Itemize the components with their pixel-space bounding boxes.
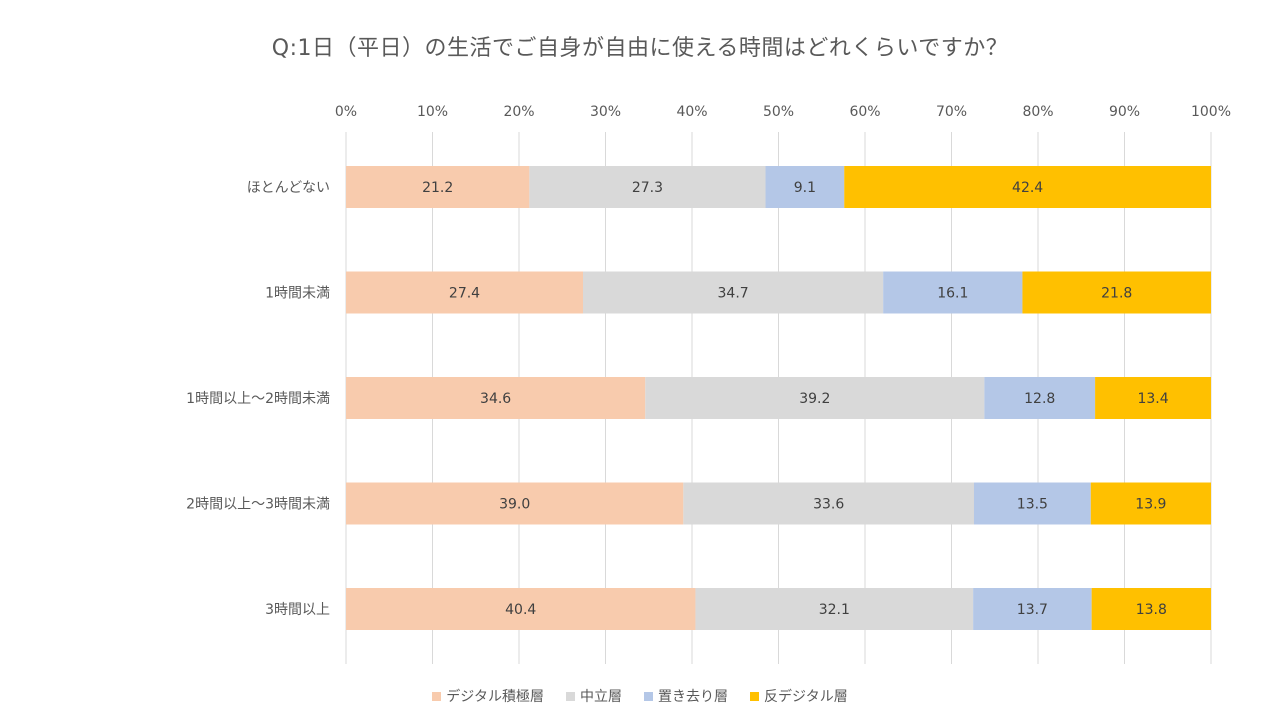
category-label: 2時間以上～3時間未満 xyxy=(186,497,330,513)
legend-label: 中立層 xyxy=(580,689,622,705)
chart-legend: デジタル積極層 中立層 置き去り層 反デジタル層 xyxy=(0,686,1280,706)
data-label: 42.4 xyxy=(1012,180,1043,196)
bar-segment xyxy=(346,271,584,314)
x-tick-label: 0% xyxy=(335,104,357,120)
x-tick-label: 90% xyxy=(1109,104,1140,120)
bar-segment xyxy=(346,588,696,630)
data-label: 39.0 xyxy=(499,497,530,513)
data-label: 34.6 xyxy=(480,391,511,407)
bar-segment xyxy=(844,166,1211,208)
bar-segment xyxy=(346,482,684,525)
x-tick-label: 80% xyxy=(1022,104,1053,120)
x-tick-label: 50% xyxy=(763,104,794,120)
category-label: 3時間以上 xyxy=(265,602,330,618)
data-label: 34.7 xyxy=(718,286,749,302)
data-label: 39.2 xyxy=(799,391,830,407)
x-tick-label: 100% xyxy=(1191,104,1231,120)
legend-label: 反デジタル層 xyxy=(764,689,848,705)
category-label: ほとんどない xyxy=(247,180,330,196)
data-label: 21.8 xyxy=(1101,286,1132,302)
bar-segment xyxy=(645,377,985,419)
legend-label: 置き去り層 xyxy=(658,689,728,705)
bar-segment xyxy=(883,271,1023,314)
bar-segment xyxy=(973,482,1091,525)
bar-segment xyxy=(973,588,1092,630)
x-tick-label: 10% xyxy=(417,104,448,120)
legend-swatch xyxy=(566,691,575,701)
data-label: 27.4 xyxy=(449,286,480,302)
bar-segment xyxy=(1090,482,1211,525)
data-label: 40.4 xyxy=(505,602,536,618)
data-label: 13.8 xyxy=(1136,602,1167,618)
data-label: 27.3 xyxy=(632,180,663,196)
x-tick-label: 60% xyxy=(849,104,880,120)
x-tick-label: 30% xyxy=(590,104,621,120)
legend-item: 置き去り層 xyxy=(644,686,728,706)
bar-segment xyxy=(529,166,766,208)
legend-label: デジタル積極層 xyxy=(446,689,544,705)
bar-segment xyxy=(984,377,1096,419)
legend-item: デジタル積極層 xyxy=(432,686,544,706)
bar-segment xyxy=(683,482,974,525)
legend-swatch xyxy=(644,691,653,701)
legend-item: 中立層 xyxy=(566,686,622,706)
bar-segment xyxy=(1091,588,1211,630)
x-tick-label: 70% xyxy=(936,104,967,120)
data-label: 33.6 xyxy=(813,497,844,513)
legend-item: 反デジタル層 xyxy=(750,686,848,706)
data-label: 16.1 xyxy=(937,286,968,302)
x-tick-label: 20% xyxy=(503,104,534,120)
bar-segment xyxy=(1095,377,1211,419)
bar-segment xyxy=(695,588,974,630)
data-label: 13.5 xyxy=(1017,497,1048,513)
bar-segment xyxy=(346,377,646,419)
data-label: 13.9 xyxy=(1135,497,1166,513)
data-label: 13.7 xyxy=(1017,602,1048,618)
bar-segment xyxy=(1022,271,1211,314)
category-label: 1時間以上～2時間未満 xyxy=(186,391,330,407)
category-label: 1時間未満 xyxy=(265,286,330,302)
data-label: 32.1 xyxy=(819,602,850,618)
bar-segment xyxy=(583,271,884,314)
bar-segment xyxy=(346,166,530,208)
data-label: 9.1 xyxy=(794,180,816,196)
legend-swatch xyxy=(432,691,442,701)
data-label: 13.4 xyxy=(1137,391,1168,407)
data-label: 21.2 xyxy=(422,180,453,196)
data-label: 12.8 xyxy=(1024,391,1055,407)
legend-swatch xyxy=(750,691,759,701)
x-tick-label: 40% xyxy=(676,104,707,120)
bar-segment xyxy=(765,166,845,208)
chart-title: Q:1日（平日）の生活でご自身が自由に使える時間はどれくらいですか？ xyxy=(271,36,1009,61)
